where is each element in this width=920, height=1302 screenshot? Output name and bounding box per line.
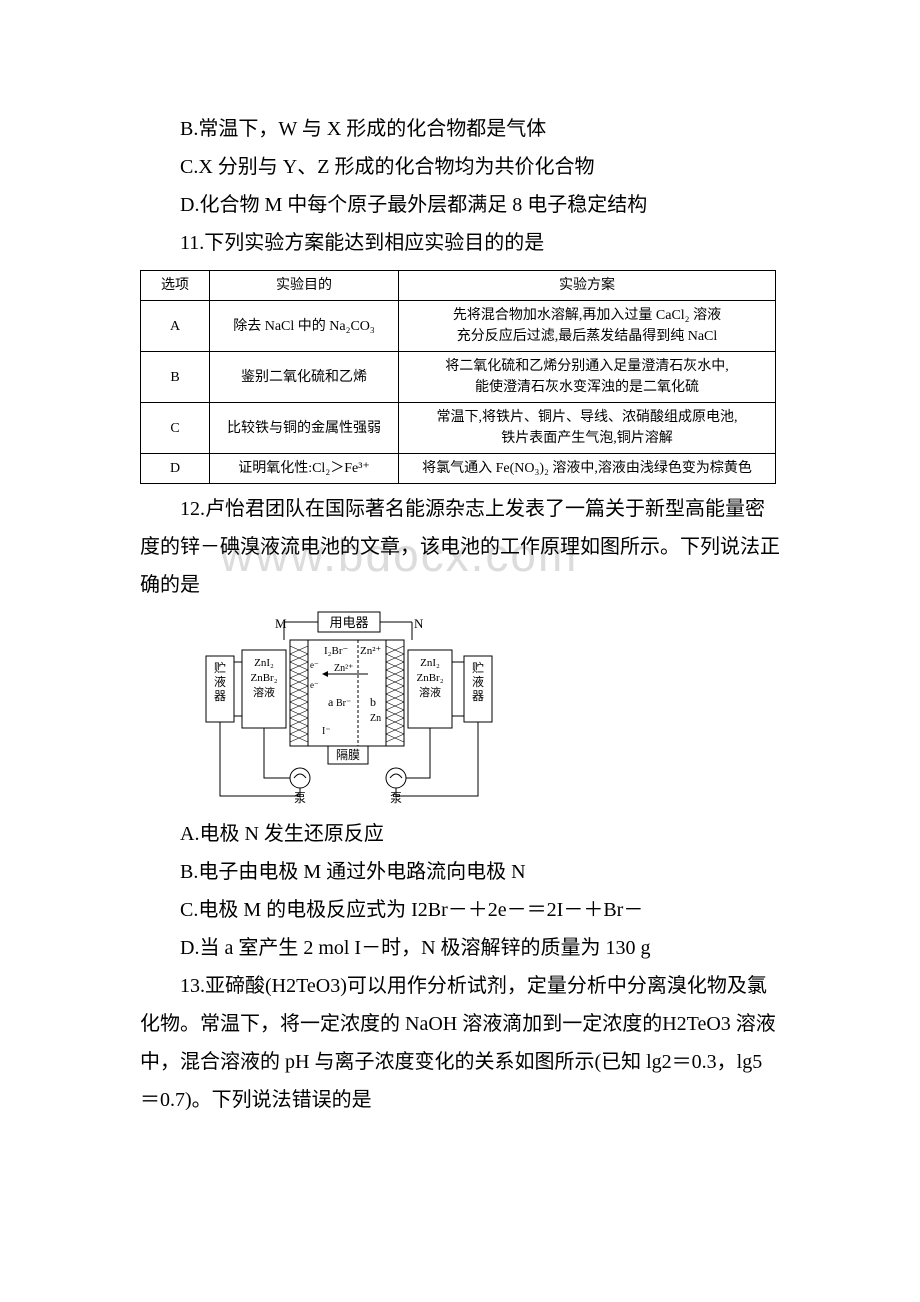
svg-text:b: b bbox=[370, 695, 376, 709]
svg-text:Zn²⁺: Zn²⁺ bbox=[334, 663, 353, 674]
cell-plan: 将二氧化硫和乙烯分别通入足量澄清石灰水中, 能使澄清石灰水变浑浊的是二氧化硫 bbox=[399, 352, 776, 403]
svg-text:ZnI₂: ZnI₂ bbox=[420, 657, 440, 669]
q12-stem: 12.卢怡君团队在国际著名能源杂志上发表了一篇关于新型高能量密度的锌－碘溴液流电… bbox=[140, 490, 780, 604]
table-row: C 比较铁与铜的金属性强弱 常温下,将铁片、铜片、导线、浓硝酸组成原电池, 铁片… bbox=[141, 403, 776, 454]
q12-option-c: C.电极 M 的电极反应式为 I2Br－＋2e－＝2I－＋Br－ bbox=[140, 891, 780, 929]
svg-text:贮: 贮 bbox=[472, 660, 484, 675]
svg-text:器: 器 bbox=[214, 689, 226, 703]
cell-purpose: 证明氧化性:Cl₂＞Fe³⁺ bbox=[210, 454, 399, 484]
cell-opt: A bbox=[141, 301, 210, 352]
cell-opt: C bbox=[141, 403, 210, 454]
q11-stem: 11.下列实验方案能达到相应实验目的的是 bbox=[140, 224, 780, 262]
cell-purpose: 比较铁与铜的金属性强弱 bbox=[210, 403, 399, 454]
svg-text:I₂Br⁻: I₂Br⁻ bbox=[324, 645, 348, 657]
battery-diagram: 用电器 M N 贮 液 器 贮 液 器 ZnI₂ ZnBr₂ 溶液 bbox=[200, 606, 780, 811]
th-purpose: 实验目的 bbox=[210, 271, 399, 301]
svg-text:I⁻: I⁻ bbox=[322, 726, 331, 737]
svg-text:ZnBr₂: ZnBr₂ bbox=[250, 672, 277, 684]
option-d: D.化合物 M 中每个原子最外层都满足 8 电子稳定结构 bbox=[140, 186, 780, 224]
svg-text:ZnBr₂: ZnBr₂ bbox=[416, 672, 443, 684]
cell-opt: B bbox=[141, 352, 210, 403]
svg-text:Br⁻: Br⁻ bbox=[336, 698, 351, 709]
cell-plan: 常温下,将铁片、铜片、导线、浓硝酸组成原电池, 铁片表面产生气泡,铜片溶解 bbox=[399, 403, 776, 454]
svg-text:a: a bbox=[328, 695, 334, 709]
option-c: C.X 分别与 Y、Z 形成的化合物均为共价化合物 bbox=[140, 148, 780, 186]
q11-table: 选项 实验目的 实验方案 A 除去 NaCl 中的 Na₂CO₃ 先将混合物加水… bbox=[140, 270, 776, 484]
svg-text:e⁻: e⁻ bbox=[310, 680, 319, 690]
cell-purpose: 鉴别二氧化硫和乙烯 bbox=[210, 352, 399, 403]
q12-option-d: D.当 a 室产生 2 mol I－时，N 极溶解锌的质量为 130 g bbox=[140, 929, 780, 967]
q13-stem: 13.亚碲酸(H2TeO3)可以用作分析试剂，定量分析中分离溴化物及氯化物。常温… bbox=[140, 967, 780, 1119]
table-row: A 除去 NaCl 中的 Na₂CO₃ 先将混合物加水溶解,再加入过量 CaCl… bbox=[141, 301, 776, 352]
svg-text:Zn²⁺: Zn²⁺ bbox=[360, 645, 382, 657]
svg-text:器: 器 bbox=[472, 689, 484, 703]
option-b: B.常温下，W 与 X 形成的化合物都是气体 bbox=[140, 110, 780, 148]
svg-text:溶液: 溶液 bbox=[253, 685, 275, 699]
svg-text:N: N bbox=[414, 616, 424, 631]
cell-plan: 先将混合物加水溶解,再加入过量 CaCl₂ 溶液 充分反应后过滤,最后蒸发结晶得… bbox=[399, 301, 776, 352]
table-row: B 鉴别二氧化硫和乙烯 将二氧化硫和乙烯分别通入足量澄清石灰水中, 能使澄清石灰… bbox=[141, 352, 776, 403]
cell-plan: 将氯气通入 Fe(NO₃)₂ 溶液中,溶液由浅绿色变为棕黄色 bbox=[399, 454, 776, 484]
table-row: D 证明氧化性:Cl₂＞Fe³⁺ 将氯气通入 Fe(NO₃)₂ 溶液中,溶液由浅… bbox=[141, 454, 776, 484]
th-plan: 实验方案 bbox=[399, 271, 776, 301]
q12-option-b: B.电子由电极 M 通过外电路流向电极 N bbox=[140, 853, 780, 891]
svg-text:液: 液 bbox=[214, 674, 226, 689]
svg-text:泵: 泵 bbox=[294, 791, 306, 805]
q12-option-a: A.电极 N 发生还原反应 bbox=[140, 815, 780, 853]
svg-text:泵: 泵 bbox=[390, 791, 402, 805]
svg-text:隔膜: 隔膜 bbox=[336, 748, 360, 762]
cell-opt: D bbox=[141, 454, 210, 484]
svg-text:M: M bbox=[275, 616, 287, 631]
svg-text:Zn: Zn bbox=[370, 713, 381, 724]
svg-text:贮: 贮 bbox=[214, 660, 226, 675]
svg-text:ZnI₂: ZnI₂ bbox=[254, 657, 274, 669]
svg-text:e⁻: e⁻ bbox=[310, 660, 319, 670]
svg-text:用电器: 用电器 bbox=[329, 615, 368, 630]
th-opt: 选项 bbox=[141, 271, 210, 301]
svg-text:溶液: 溶液 bbox=[419, 685, 441, 699]
svg-text:液: 液 bbox=[472, 674, 484, 689]
cell-purpose: 除去 NaCl 中的 Na₂CO₃ bbox=[210, 301, 399, 352]
